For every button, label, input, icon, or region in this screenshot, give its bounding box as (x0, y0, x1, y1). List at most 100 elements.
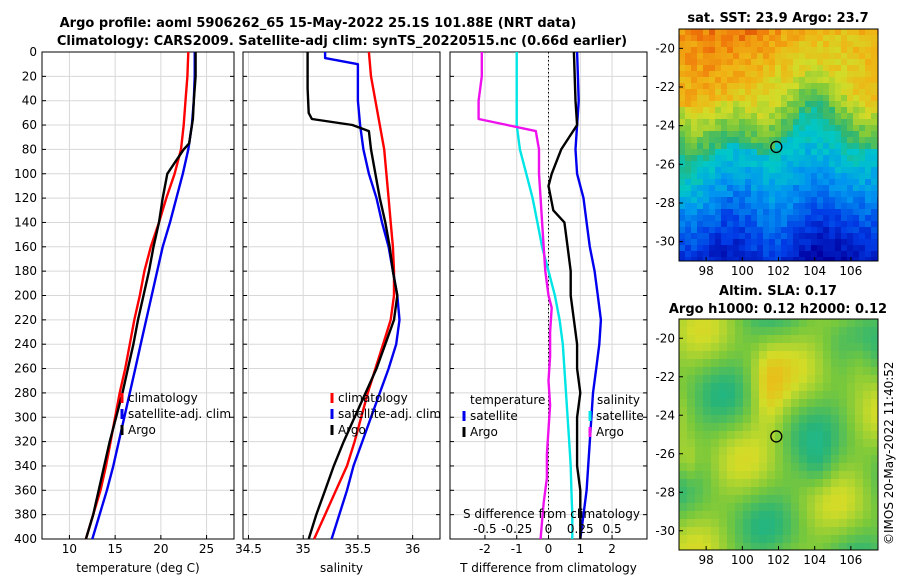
sst_map-heatmap-cell (745, 101, 752, 108)
sst_map-heatmap-cell (793, 143, 800, 150)
sla_map-heatmap-cell (871, 503, 879, 512)
sst_map-heatmap-cell (757, 137, 764, 144)
sla_map-heatmap-cell (679, 439, 688, 448)
sla_map-heatmap-cell (727, 535, 736, 544)
sst_map-heatmap-cell (817, 113, 824, 120)
sst_map-heatmap-cell (745, 83, 752, 90)
sst_map-heatmap-cell (763, 209, 770, 216)
sla_map-heatmap-cell (703, 415, 712, 424)
sla_map-ytick-label: -24 (655, 408, 675, 422)
sst_map-heatmap-cell (787, 59, 794, 66)
sla_map-heatmap-cell (863, 407, 872, 416)
sla_map-heatmap-cell (839, 375, 848, 384)
sst_map-heatmap-cell (865, 143, 872, 150)
sst_map-heatmap-cell (781, 83, 788, 90)
sst_map-heatmap-cell (751, 143, 758, 150)
sla_map-heatmap-cell (735, 359, 744, 368)
sst_map-heatmap-cell (697, 125, 704, 132)
sla_map-heatmap-cell (831, 343, 840, 352)
sst_map-heatmap-cell (733, 113, 740, 120)
sla_map-heatmap-cell (687, 527, 696, 536)
sst_map-heatmap-cell (685, 215, 692, 222)
sst_map-heatmap-cell (685, 53, 692, 60)
sst_map-heatmap-cell (691, 59, 698, 66)
sst_map-heatmap-cell (787, 89, 794, 96)
sst_map-heatmap-cell (781, 245, 788, 252)
sla_map-heatmap-cell (759, 359, 768, 368)
sst_map-heatmap-cell (787, 245, 794, 252)
sla_map-heatmap-cell (823, 423, 832, 432)
sst_map-heatmap-cell (811, 29, 818, 36)
sst_map-heatmap-cell (817, 65, 824, 72)
sla_map-heatmap-cell (679, 527, 688, 536)
sla_map-heatmap-cell (679, 511, 688, 520)
sst_map-heatmap-cell (763, 41, 770, 48)
sst_map-heatmap-cell (715, 257, 722, 262)
sst_map-heatmap-cell (835, 83, 842, 90)
sst_map-heatmap-cell (769, 59, 776, 66)
sla_map-heatmap-cell (775, 343, 784, 352)
sst_map-heatmap-cell (859, 113, 866, 120)
sst_map-heatmap-cell (769, 143, 776, 150)
sla_map-heatmap-cell (775, 455, 784, 464)
sst_map-heatmap-cell (871, 227, 878, 234)
sst_map-heatmap-cell (733, 131, 740, 138)
sla_map-heatmap-cell (727, 503, 736, 512)
sst_map-heatmap-cell (739, 83, 746, 90)
sst_map-heatmap-cell (793, 161, 800, 168)
sst_map-heatmap-cell (733, 215, 740, 222)
sla_map-heatmap-cell (871, 511, 879, 520)
sst_map-heatmap-cell (853, 125, 860, 132)
sst_map-heatmap-cell (817, 221, 824, 228)
sst_map-heatmap-cell (691, 245, 698, 252)
sst_map-heatmap-cell (769, 35, 776, 42)
sst_map-heatmap-cell (811, 77, 818, 84)
sst_map-heatmap-cell (715, 83, 722, 90)
sst_map-heatmap-cell (817, 251, 824, 258)
sst_map-heatmap-cell (739, 239, 746, 246)
sst_map-heatmap-cell (721, 203, 728, 210)
sst_map-heatmap-cell (841, 233, 848, 240)
difference-xtick-label: 2 (608, 542, 616, 556)
sst_map-heatmap-cell (787, 221, 794, 228)
sst_map-heatmap-cell (757, 101, 764, 108)
sst_map-heatmap-cell (691, 221, 698, 228)
sst_map-heatmap-cell (715, 215, 722, 222)
sst_map-heatmap-cell (793, 101, 800, 108)
temperature-legend-label: climatology (128, 391, 198, 405)
sla_map-heatmap-cell (839, 351, 848, 360)
sst_map-heatmap-cell (703, 143, 710, 150)
sst_map-heatmap-cell (709, 53, 716, 60)
sla_map-heatmap-cell (863, 503, 872, 512)
sst_map-heatmap-cell (745, 173, 752, 180)
sst_map-heatmap-cell (859, 245, 866, 252)
sla_map-heatmap-cell (775, 487, 784, 496)
sst_map-heatmap-cell (781, 203, 788, 210)
sst_map-heatmap-cell (817, 185, 824, 192)
sst_map-heatmap-cell (841, 47, 848, 54)
sst_map-heatmap-cell (793, 71, 800, 78)
sst_map-heatmap-cell (679, 155, 686, 162)
sst_map-heatmap-cell (745, 221, 752, 228)
sst_map-heatmap-cell (799, 131, 806, 138)
sst_map-heatmap-cell (853, 77, 860, 84)
sst_map-heatmap-cell (853, 209, 860, 216)
sla_map-heatmap-cell (807, 383, 816, 392)
sst_map-heatmap-cell (859, 233, 866, 240)
sst_map-heatmap-cell (793, 125, 800, 132)
sst_map-heatmap-cell (757, 131, 764, 138)
sst_map-heatmap-cell (757, 215, 764, 222)
sla_map-heatmap-cell (783, 519, 792, 528)
sst_map-heatmap-cell (757, 83, 764, 90)
sla_map-heatmap-cell (799, 335, 808, 344)
sst_map-heatmap-cell (841, 95, 848, 102)
sst_map-heatmap-cell (781, 215, 788, 222)
sst_map-heatmap-cell (799, 257, 806, 262)
sla_map-heatmap-cell (799, 439, 808, 448)
sla_map-heatmap-cell (783, 415, 792, 424)
sst_map-heatmap-cell (871, 101, 878, 108)
sst_map-ytick-label: -26 (655, 157, 675, 171)
sla_map-heatmap-cell (751, 503, 760, 512)
sla_map-heatmap-cell (807, 487, 816, 496)
sst_map-heatmap-cell (811, 107, 818, 114)
